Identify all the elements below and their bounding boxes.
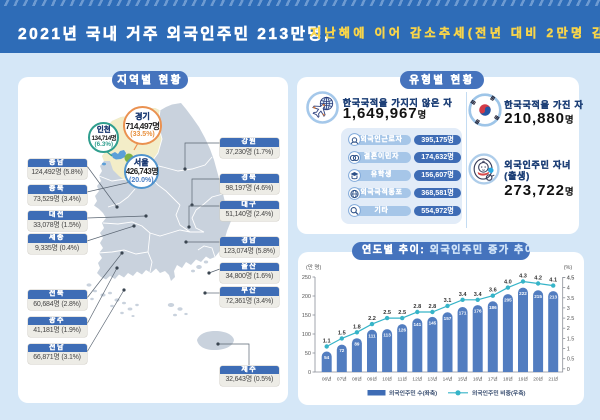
svg-text:07년: 07년 bbox=[337, 376, 347, 383]
svg-text:176: 176 bbox=[474, 309, 482, 314]
svg-text:157: 157 bbox=[444, 316, 452, 321]
svg-text:0.5: 0.5 bbox=[567, 357, 575, 363]
svg-text:2: 2 bbox=[567, 326, 570, 332]
svg-text:외국인주민 수(좌축): 외국인주민 수(좌축) bbox=[389, 389, 437, 397]
svg-text:2.8: 2.8 bbox=[429, 304, 437, 310]
svg-text:11년: 11년 bbox=[397, 376, 406, 383]
svg-text:15년: 15년 bbox=[458, 376, 468, 383]
svg-text:100: 100 bbox=[302, 332, 311, 338]
svg-text:205: 205 bbox=[504, 298, 512, 303]
svg-text:145: 145 bbox=[429, 320, 437, 325]
svg-text:2.5: 2.5 bbox=[567, 316, 575, 322]
svg-text:111: 111 bbox=[368, 333, 376, 338]
svg-text:4: 4 bbox=[567, 286, 570, 292]
svg-text:06년: 06년 bbox=[322, 376, 332, 383]
svg-text:150: 150 bbox=[302, 313, 311, 319]
svg-text:1.5: 1.5 bbox=[567, 336, 575, 342]
svg-text:19년: 19년 bbox=[518, 376, 528, 383]
svg-text:외국인주민 비중(우축): 외국인주민 비중(우축) bbox=[472, 389, 526, 397]
svg-text:126: 126 bbox=[398, 328, 406, 333]
svg-text:89: 89 bbox=[354, 342, 360, 347]
svg-text:1: 1 bbox=[567, 347, 570, 353]
svg-text:(만 명): (만 명) bbox=[306, 263, 321, 271]
svg-text:13년: 13년 bbox=[428, 376, 438, 383]
svg-text:21년: 21년 bbox=[548, 376, 558, 383]
svg-text:250: 250 bbox=[302, 275, 311, 281]
svg-text:12년: 12년 bbox=[412, 376, 422, 383]
svg-text:(%): (%) bbox=[564, 265, 573, 271]
svg-text:215: 215 bbox=[534, 294, 542, 299]
svg-text:09년: 09년 bbox=[367, 376, 377, 383]
svg-text:18년: 18년 bbox=[503, 376, 513, 383]
svg-text:20년: 20년 bbox=[533, 376, 543, 383]
svg-text:4.2: 4.2 bbox=[534, 276, 542, 282]
svg-text:186: 186 bbox=[489, 305, 497, 310]
svg-text:0: 0 bbox=[567, 367, 570, 373]
svg-text:222: 222 bbox=[519, 291, 527, 296]
svg-text:17년: 17년 bbox=[488, 376, 498, 383]
svg-text:14년: 14년 bbox=[443, 376, 453, 383]
svg-text:200: 200 bbox=[302, 294, 311, 300]
svg-text:2.5: 2.5 bbox=[383, 310, 391, 316]
svg-text:2.8: 2.8 bbox=[413, 304, 421, 310]
svg-text:50: 50 bbox=[305, 351, 311, 357]
svg-text:4.3: 4.3 bbox=[519, 274, 527, 280]
svg-text:213: 213 bbox=[549, 295, 557, 300]
svg-text:3.6: 3.6 bbox=[489, 288, 497, 294]
svg-text:1.1: 1.1 bbox=[323, 339, 331, 345]
svg-text:08년: 08년 bbox=[352, 376, 362, 383]
svg-text:2.2: 2.2 bbox=[368, 316, 376, 322]
svg-text:72: 72 bbox=[339, 348, 345, 353]
svg-text:3.4: 3.4 bbox=[459, 292, 468, 298]
svg-text:10년: 10년 bbox=[382, 376, 392, 383]
svg-text:16년: 16년 bbox=[473, 376, 483, 383]
svg-text:2.5: 2.5 bbox=[398, 310, 406, 316]
svg-text:113: 113 bbox=[383, 333, 391, 338]
svg-text:141: 141 bbox=[413, 322, 421, 327]
svg-text:171: 171 bbox=[459, 311, 467, 316]
svg-text:3.1: 3.1 bbox=[444, 298, 452, 304]
svg-text:54: 54 bbox=[324, 355, 330, 360]
svg-text:3.4: 3.4 bbox=[474, 292, 483, 298]
svg-text:4.0: 4.0 bbox=[504, 280, 512, 286]
svg-text:1.5: 1.5 bbox=[338, 330, 346, 336]
svg-text:4.1: 4.1 bbox=[549, 278, 557, 284]
svg-text:3: 3 bbox=[567, 306, 570, 312]
svg-text:3.5: 3.5 bbox=[567, 296, 575, 302]
svg-text:0: 0 bbox=[308, 370, 311, 376]
svg-text:4.5: 4.5 bbox=[567, 275, 575, 281]
svg-text:1.8: 1.8 bbox=[353, 324, 361, 330]
svg-text:4.5: 4.5 bbox=[567, 275, 575, 281]
